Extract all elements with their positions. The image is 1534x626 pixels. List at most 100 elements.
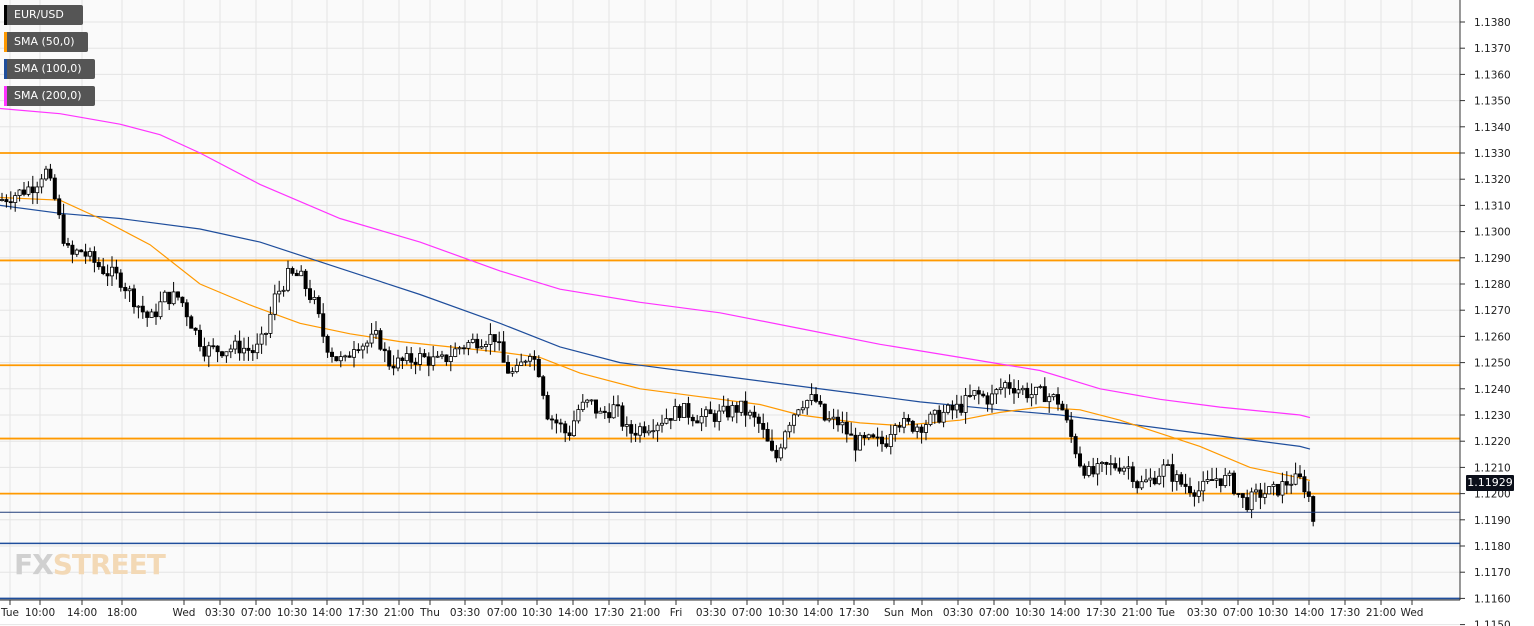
y-tick-label: 1.1340 <box>1474 122 1511 134</box>
candle-body <box>655 424 660 432</box>
candle-body <box>1210 479 1215 481</box>
candle-body <box>844 421 849 435</box>
candle-body <box>783 431 788 449</box>
candle-body <box>1302 476 1307 493</box>
candle-body <box>1051 394 1056 398</box>
candle-body <box>4 199 9 203</box>
candle-body <box>1161 464 1166 477</box>
candle-body <box>968 395 973 397</box>
candle-body <box>836 416 841 426</box>
x-tick-label: 07:00 <box>1223 607 1253 619</box>
candle-body <box>237 340 242 354</box>
candle-body <box>8 201 13 204</box>
candle-body <box>382 348 387 352</box>
candle-body <box>329 351 334 357</box>
candle-body <box>83 251 88 257</box>
candle-body <box>677 406 682 418</box>
candle-body <box>1100 462 1105 464</box>
candle-body <box>528 356 533 362</box>
candle-body <box>668 418 673 421</box>
candle-body <box>1183 483 1188 487</box>
candle-body <box>1245 497 1250 511</box>
y-tick-label: 1.1300 <box>1474 227 1511 239</box>
candle-body <box>594 399 599 414</box>
candle-body <box>351 349 356 358</box>
candle-body <box>607 412 612 419</box>
candle-body <box>74 249 79 255</box>
candle-body <box>497 341 502 344</box>
candle-body <box>1311 496 1316 522</box>
candle-body <box>642 426 647 434</box>
candle-body <box>444 354 449 362</box>
candle-body <box>52 177 57 200</box>
candle-body <box>1218 478 1223 486</box>
candle-body <box>580 401 585 410</box>
candle-body <box>990 393 995 405</box>
candle-body <box>726 405 731 418</box>
x-tick-label: 17:30 <box>1086 607 1116 619</box>
candle-body <box>1113 463 1118 469</box>
candle-body <box>1117 467 1122 472</box>
candle-body <box>1007 382 1012 389</box>
candle-body <box>558 422 563 425</box>
candle-body <box>730 405 735 418</box>
candle-body <box>1280 481 1285 496</box>
x-tick-label: 07:00 <box>241 607 271 619</box>
candle-body <box>325 335 330 353</box>
candle-body <box>994 389 999 395</box>
candle-body <box>937 409 942 423</box>
candle-body <box>523 360 528 363</box>
candle-body <box>206 345 211 357</box>
candle-body <box>241 347 246 354</box>
y-tick-label: 1.1170 <box>1474 567 1511 579</box>
candle-body <box>391 365 396 369</box>
candle-body <box>17 189 22 196</box>
candle-body <box>576 409 581 422</box>
candle-body <box>1170 464 1175 482</box>
candle-body <box>475 338 480 349</box>
candle-body <box>202 346 207 357</box>
y-tick-label: 1.1360 <box>1474 69 1511 81</box>
candle-body <box>554 419 559 424</box>
candle-body <box>888 433 893 447</box>
candle-body <box>550 418 555 421</box>
candle-body <box>651 430 656 433</box>
y-tick-label: 1.1180 <box>1474 541 1511 553</box>
candle-body <box>488 334 493 345</box>
candle-body <box>514 365 519 373</box>
candle-body <box>858 434 863 451</box>
x-tick-label: Mon <box>911 607 933 619</box>
candle-body <box>413 361 418 365</box>
candle-body <box>395 357 400 369</box>
legend-sma50: SMA (50,0) <box>4 32 88 52</box>
candle-body <box>453 348 458 357</box>
candle-body <box>756 416 761 424</box>
candle-body <box>400 357 405 362</box>
candle-body <box>1060 403 1065 411</box>
candle-body <box>792 414 797 426</box>
candle-body <box>1086 466 1091 476</box>
candle-body <box>1223 475 1228 486</box>
sma-50-line <box>0 196 1311 482</box>
candle-body <box>189 316 194 329</box>
candle-body <box>1012 388 1017 394</box>
candle-body <box>448 356 453 362</box>
candle-body <box>123 286 128 292</box>
candle-body <box>184 302 189 318</box>
candle-body <box>545 395 550 420</box>
candle-body <box>435 355 440 358</box>
candle-body <box>805 400 810 409</box>
candle-body <box>611 404 616 419</box>
candle-body <box>1289 483 1294 486</box>
x-tick-label: 07:00 <box>487 607 517 619</box>
candle-body <box>985 395 990 405</box>
candle-body <box>387 350 392 367</box>
candle-body <box>1236 493 1241 495</box>
candle-body <box>439 354 444 357</box>
candle-body <box>470 338 475 343</box>
candle-body <box>180 296 185 304</box>
candle-body <box>1166 464 1171 466</box>
candle-body <box>646 430 651 434</box>
candle-body <box>30 186 35 194</box>
candle-body <box>378 330 383 350</box>
